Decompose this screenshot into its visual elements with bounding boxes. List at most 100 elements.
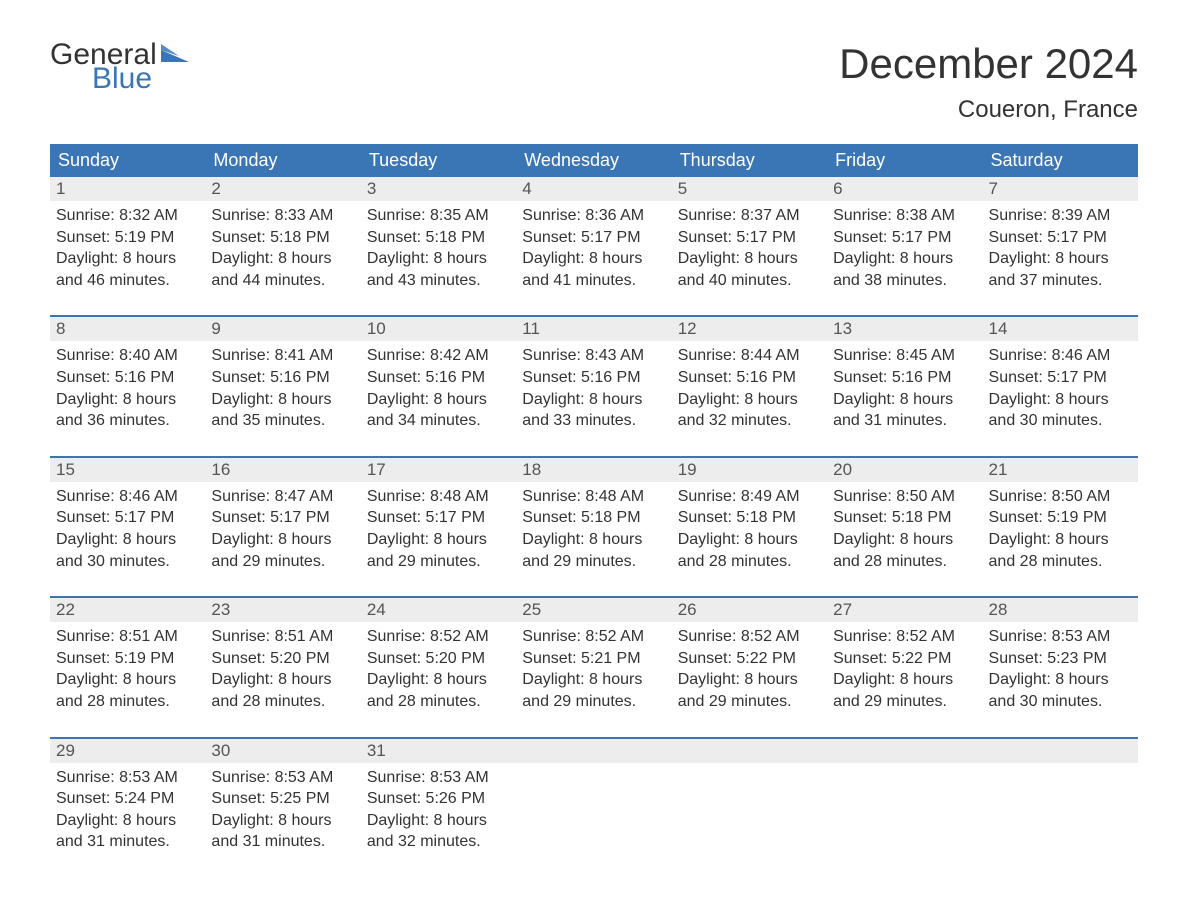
daylight-text-2: and 28 minutes. — [989, 551, 1132, 573]
day-number: 24 — [361, 596, 516, 622]
calendar-day-cell: 26Sunrise: 8:52 AMSunset: 5:22 PMDayligh… — [672, 596, 827, 736]
daylight-text-1: Daylight: 8 hours — [211, 810, 354, 832]
day-content: Sunrise: 8:32 AMSunset: 5:19 PMDaylight:… — [50, 201, 205, 291]
day-content: Sunrise: 8:43 AMSunset: 5:16 PMDaylight:… — [516, 341, 671, 431]
sunset-text: Sunset: 5:23 PM — [989, 648, 1132, 670]
daylight-text-1: Daylight: 8 hours — [367, 529, 510, 551]
daylight-text-1: Daylight: 8 hours — [989, 669, 1132, 691]
daylight-text-1: Daylight: 8 hours — [833, 669, 976, 691]
sunset-text: Sunset: 5:19 PM — [989, 507, 1132, 529]
day-number: . — [672, 737, 827, 763]
day-content: Sunrise: 8:52 AMSunset: 5:20 PMDaylight:… — [361, 622, 516, 712]
day-content: Sunrise: 8:42 AMSunset: 5:16 PMDaylight:… — [361, 341, 516, 431]
sunrise-text: Sunrise: 8:33 AM — [211, 205, 354, 227]
sunrise-text: Sunrise: 8:47 AM — [211, 486, 354, 508]
day-number: 3 — [361, 177, 516, 201]
daylight-text-1: Daylight: 8 hours — [522, 529, 665, 551]
daylight-text-1: Daylight: 8 hours — [211, 669, 354, 691]
sunrise-text: Sunrise: 8:39 AM — [989, 205, 1132, 227]
sunrise-text: Sunrise: 8:53 AM — [211, 767, 354, 789]
sunrise-text: Sunrise: 8:42 AM — [367, 345, 510, 367]
day-number: 17 — [361, 456, 516, 482]
sunset-text: Sunset: 5:16 PM — [211, 367, 354, 389]
sunrise-text: Sunrise: 8:53 AM — [56, 767, 199, 789]
daylight-text-2: and 46 minutes. — [56, 270, 199, 292]
day-number: 16 — [205, 456, 360, 482]
day-content: Sunrise: 8:53 AMSunset: 5:23 PMDaylight:… — [983, 622, 1138, 712]
day-content: Sunrise: 8:35 AMSunset: 5:18 PMDaylight:… — [361, 201, 516, 291]
day-number: 7 — [983, 177, 1138, 201]
day-number: 29 — [50, 737, 205, 763]
day-header-row: Sunday Monday Tuesday Wednesday Thursday… — [50, 144, 1138, 177]
sunrise-text: Sunrise: 8:49 AM — [678, 486, 821, 508]
daylight-text-1: Daylight: 8 hours — [211, 389, 354, 411]
day-content: Sunrise: 8:52 AMSunset: 5:22 PMDaylight:… — [827, 622, 982, 712]
calendar-day-cell: 11Sunrise: 8:43 AMSunset: 5:16 PMDayligh… — [516, 315, 671, 455]
sunrise-text: Sunrise: 8:53 AM — [367, 767, 510, 789]
day-content: Sunrise: 8:47 AMSunset: 5:17 PMDaylight:… — [205, 482, 360, 572]
day-number: 28 — [983, 596, 1138, 622]
day-content: Sunrise: 8:45 AMSunset: 5:16 PMDaylight:… — [827, 341, 982, 431]
day-content: Sunrise: 8:50 AMSunset: 5:18 PMDaylight:… — [827, 482, 982, 572]
daylight-text-2: and 28 minutes. — [211, 691, 354, 713]
sunset-text: Sunset: 5:18 PM — [833, 507, 976, 529]
daylight-text-2: and 43 minutes. — [367, 270, 510, 292]
sunset-text: Sunset: 5:17 PM — [989, 227, 1132, 249]
daylight-text-2: and 29 minutes. — [211, 551, 354, 573]
sunset-text: Sunset: 5:18 PM — [678, 507, 821, 529]
day-number: 8 — [50, 315, 205, 341]
calendar-day-cell: 5Sunrise: 8:37 AMSunset: 5:17 PMDaylight… — [672, 177, 827, 315]
sunrise-text: Sunrise: 8:50 AM — [833, 486, 976, 508]
daylight-text-2: and 44 minutes. — [211, 270, 354, 292]
day-header-tuesday: Tuesday — [361, 144, 516, 177]
calendar-day-cell: 9Sunrise: 8:41 AMSunset: 5:16 PMDaylight… — [205, 315, 360, 455]
day-content: Sunrise: 8:40 AMSunset: 5:16 PMDaylight:… — [50, 341, 205, 431]
sunset-text: Sunset: 5:17 PM — [56, 507, 199, 529]
daylight-text-1: Daylight: 8 hours — [833, 248, 976, 270]
daylight-text-2: and 31 minutes. — [833, 410, 976, 432]
daylight-text-1: Daylight: 8 hours — [678, 669, 821, 691]
daylight-text-1: Daylight: 8 hours — [56, 669, 199, 691]
sunset-text: Sunset: 5:16 PM — [522, 367, 665, 389]
daylight-text-1: Daylight: 8 hours — [56, 810, 199, 832]
daylight-text-2: and 28 minutes. — [56, 691, 199, 713]
sunset-text: Sunset: 5:17 PM — [367, 507, 510, 529]
daylight-text-2: and 28 minutes. — [367, 691, 510, 713]
calendar-day-cell: 10Sunrise: 8:42 AMSunset: 5:16 PMDayligh… — [361, 315, 516, 455]
day-number: 12 — [672, 315, 827, 341]
calendar-day-cell: 16Sunrise: 8:47 AMSunset: 5:17 PMDayligh… — [205, 456, 360, 596]
sunrise-text: Sunrise: 8:32 AM — [56, 205, 199, 227]
day-number: 22 — [50, 596, 205, 622]
day-number: 19 — [672, 456, 827, 482]
sunrise-text: Sunrise: 8:52 AM — [833, 626, 976, 648]
daylight-text-2: and 29 minutes. — [678, 691, 821, 713]
daylight-text-2: and 30 minutes. — [56, 551, 199, 573]
calendar-week-row: 29Sunrise: 8:53 AMSunset: 5:24 PMDayligh… — [50, 737, 1138, 877]
day-number: 31 — [361, 737, 516, 763]
day-content: Sunrise: 8:48 AMSunset: 5:18 PMDaylight:… — [516, 482, 671, 572]
day-number: 11 — [516, 315, 671, 341]
day-content: Sunrise: 8:37 AMSunset: 5:17 PMDaylight:… — [672, 201, 827, 291]
sunrise-text: Sunrise: 8:46 AM — [989, 345, 1132, 367]
calendar-week-row: 15Sunrise: 8:46 AMSunset: 5:17 PMDayligh… — [50, 456, 1138, 596]
sunset-text: Sunset: 5:24 PM — [56, 788, 199, 810]
daylight-text-1: Daylight: 8 hours — [56, 529, 199, 551]
day-number: 10 — [361, 315, 516, 341]
calendar-day-cell: 28Sunrise: 8:53 AMSunset: 5:23 PMDayligh… — [983, 596, 1138, 736]
daylight-text-1: Daylight: 8 hours — [211, 248, 354, 270]
daylight-text-1: Daylight: 8 hours — [678, 529, 821, 551]
calendar-day-cell: 12Sunrise: 8:44 AMSunset: 5:16 PMDayligh… — [672, 315, 827, 455]
calendar-day-cell: . — [672, 737, 827, 877]
daylight-text-1: Daylight: 8 hours — [56, 248, 199, 270]
sunset-text: Sunset: 5:22 PM — [678, 648, 821, 670]
calendar-day-cell: 2Sunrise: 8:33 AMSunset: 5:18 PMDaylight… — [205, 177, 360, 315]
day-content: Sunrise: 8:50 AMSunset: 5:19 PMDaylight:… — [983, 482, 1138, 572]
sunset-text: Sunset: 5:18 PM — [211, 227, 354, 249]
logo-text-blue: Blue — [92, 64, 189, 94]
calendar-day-cell: 4Sunrise: 8:36 AMSunset: 5:17 PMDaylight… — [516, 177, 671, 315]
sunrise-text: Sunrise: 8:50 AM — [989, 486, 1132, 508]
sunset-text: Sunset: 5:16 PM — [678, 367, 821, 389]
daylight-text-1: Daylight: 8 hours — [678, 389, 821, 411]
daylight-text-1: Daylight: 8 hours — [989, 529, 1132, 551]
day-content: Sunrise: 8:39 AMSunset: 5:17 PMDaylight:… — [983, 201, 1138, 291]
